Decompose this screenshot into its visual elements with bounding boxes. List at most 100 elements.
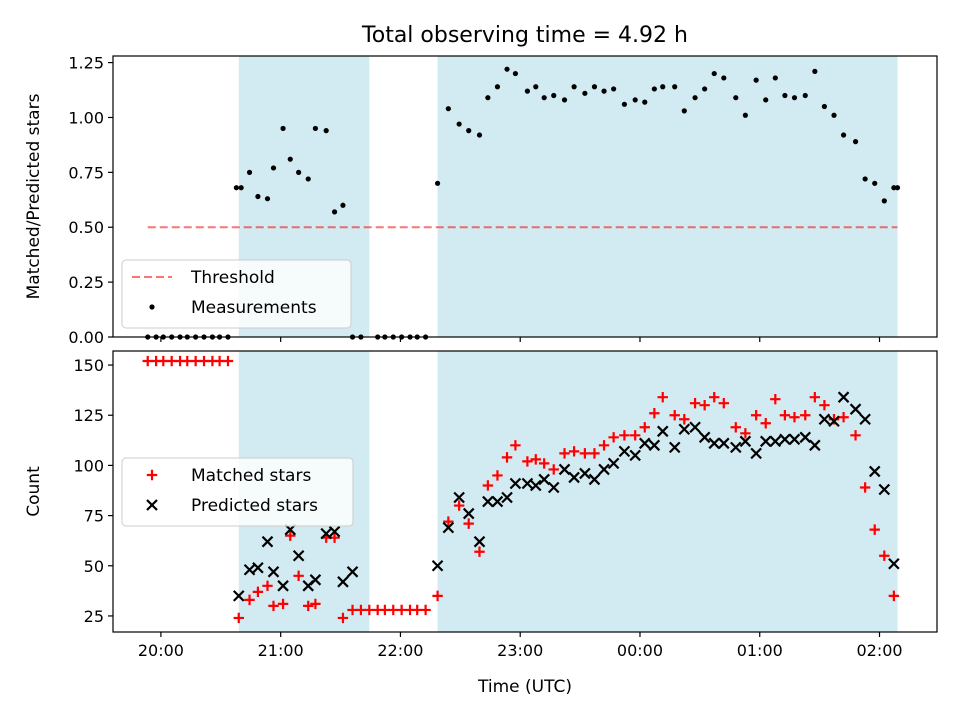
data-point <box>831 112 837 118</box>
data-point <box>303 600 314 612</box>
y-tick-label: 0.50 <box>68 218 104 237</box>
data-point <box>296 169 302 175</box>
data-point <box>750 447 762 460</box>
data-point <box>293 570 304 581</box>
data-point <box>772 75 778 81</box>
data-point <box>852 139 859 145</box>
data-point <box>750 410 762 421</box>
data-point <box>530 454 541 465</box>
data-point <box>561 97 568 103</box>
data-point <box>607 457 620 470</box>
data-point <box>492 470 503 481</box>
data-point <box>629 449 641 462</box>
data-point <box>718 397 730 409</box>
data-point <box>788 433 801 446</box>
data-point <box>648 439 661 452</box>
y-axis-label: Count <box>24 466 44 517</box>
data-point <box>331 209 338 215</box>
legend-box <box>121 259 352 329</box>
data-point <box>598 440 610 451</box>
data-point <box>309 574 322 586</box>
data-point <box>859 413 871 426</box>
data-point <box>681 108 687 114</box>
data-point <box>522 456 533 467</box>
data-point <box>533 84 539 90</box>
legend: Threshold Measurements <box>121 259 352 329</box>
data-point <box>558 463 571 476</box>
data-point <box>699 399 710 411</box>
x-tick-label: 21:00 <box>258 641 304 660</box>
legend-label: Threshold <box>190 268 275 288</box>
data-point <box>672 84 678 90</box>
data-point <box>862 176 868 182</box>
data-point <box>850 430 861 441</box>
data-point <box>456 121 462 127</box>
data-point <box>782 92 788 99</box>
data-point <box>442 521 455 534</box>
data-point <box>789 412 800 423</box>
data-point <box>571 84 577 90</box>
data-point <box>668 441 681 454</box>
legend-label: Measurements <box>191 298 317 318</box>
data-point <box>579 448 591 459</box>
data-point <box>649 408 660 419</box>
data-point <box>538 473 550 486</box>
data-point <box>639 422 650 433</box>
data-point <box>277 598 289 610</box>
x-tick-label: 20:00 <box>138 641 184 660</box>
data-point <box>285 530 296 541</box>
data-point <box>328 525 341 538</box>
data-point <box>819 399 830 411</box>
data-point <box>821 103 828 110</box>
data-point <box>859 482 871 493</box>
data-point <box>541 95 547 101</box>
data-point <box>482 495 494 508</box>
data-point <box>812 68 818 74</box>
data-point <box>346 566 359 578</box>
data-point <box>770 393 781 405</box>
y-tick-label: 25 <box>84 607 104 626</box>
data-point <box>243 564 256 576</box>
legend-box <box>121 457 354 527</box>
data-point <box>800 410 811 421</box>
data-point <box>482 480 494 491</box>
data-point <box>491 495 504 508</box>
data-point <box>818 413 831 426</box>
x-tick-label: 01:00 <box>737 641 783 660</box>
data-point <box>660 84 666 90</box>
data-point <box>708 437 721 450</box>
data-point <box>267 566 280 578</box>
data-point <box>669 410 680 421</box>
data-point <box>753 77 759 83</box>
legend-swatch <box>146 499 158 511</box>
y-tick-label: 150 <box>73 356 104 375</box>
data-point <box>868 465 881 478</box>
data-point <box>802 92 808 99</box>
data-point <box>598 463 610 476</box>
data-point <box>337 576 349 588</box>
legend-label: Matched stars <box>191 466 311 486</box>
data-point <box>689 397 701 409</box>
data-point <box>485 95 491 101</box>
data-point <box>869 524 880 535</box>
data-point <box>589 448 600 459</box>
data-point <box>619 430 630 441</box>
data-point <box>287 156 293 162</box>
data-point <box>432 590 443 602</box>
data-point <box>504 66 510 72</box>
data-point <box>323 128 329 134</box>
y-tick-label: 1.00 <box>68 108 104 127</box>
data-point <box>582 90 588 96</box>
data-point <box>828 415 840 428</box>
data-point <box>238 185 244 191</box>
legend-measurements-swatch <box>149 304 155 310</box>
legend: Matched stars Predicted stars <box>121 457 354 527</box>
observing-window-1 <box>437 351 898 632</box>
data-point <box>702 86 708 92</box>
data-point <box>657 391 668 403</box>
y-tick-label: 0.00 <box>68 328 104 347</box>
data-point <box>679 414 690 425</box>
y-axis-label: Matched/Predicted stars <box>24 93 44 299</box>
data-point <box>840 132 847 138</box>
